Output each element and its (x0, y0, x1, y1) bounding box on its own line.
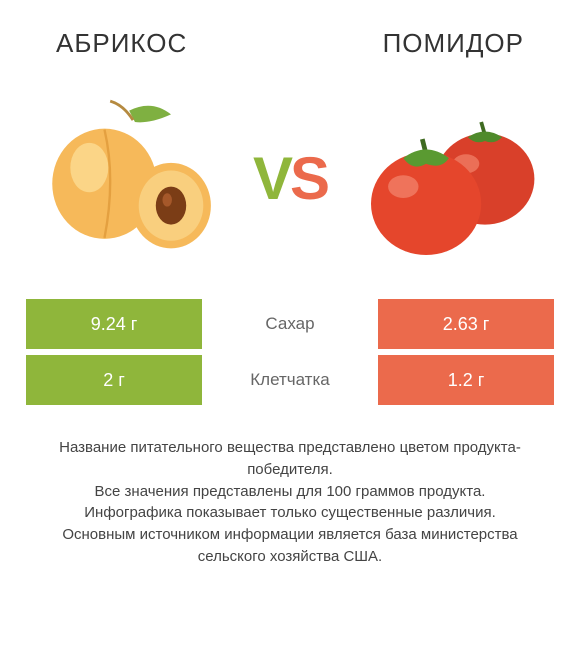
title-row: АБРИКОС ПОМИДОР (0, 0, 580, 69)
right-title: ПОМИДОР (383, 28, 524, 59)
footer-line: Название питательного вещества представл… (28, 437, 552, 481)
right-value: 2.63 г (378, 299, 554, 349)
footer-line: Все значения представлены для 100 граммо… (28, 481, 552, 503)
apricot-illustration (38, 89, 228, 269)
right-value: 1.2 г (378, 355, 554, 405)
table-row: 9.24 г Сахар 2.63 г (26, 299, 554, 349)
row-label: Клетчатка (202, 355, 378, 405)
left-value: 9.24 г (26, 299, 202, 349)
vs-v: V (253, 149, 290, 209)
footer-line: Инфографика показывает только существенн… (28, 502, 552, 524)
vs-label: V S (253, 149, 327, 209)
tomato-illustration (352, 89, 542, 269)
vs-s: S (290, 149, 327, 209)
comparison-table: 9.24 г Сахар 2.63 г 2 г Клетчатка 1.2 г (0, 299, 580, 411)
footer-note: Название питательного вещества представл… (0, 411, 580, 568)
footer-line: Основным источником информации является … (28, 524, 552, 568)
table-row: 2 г Клетчатка 1.2 г (26, 355, 554, 405)
left-value: 2 г (26, 355, 202, 405)
row-label: Сахар (202, 299, 378, 349)
hero-row: V S (0, 69, 580, 299)
left-title: АБРИКОС (56, 28, 187, 59)
